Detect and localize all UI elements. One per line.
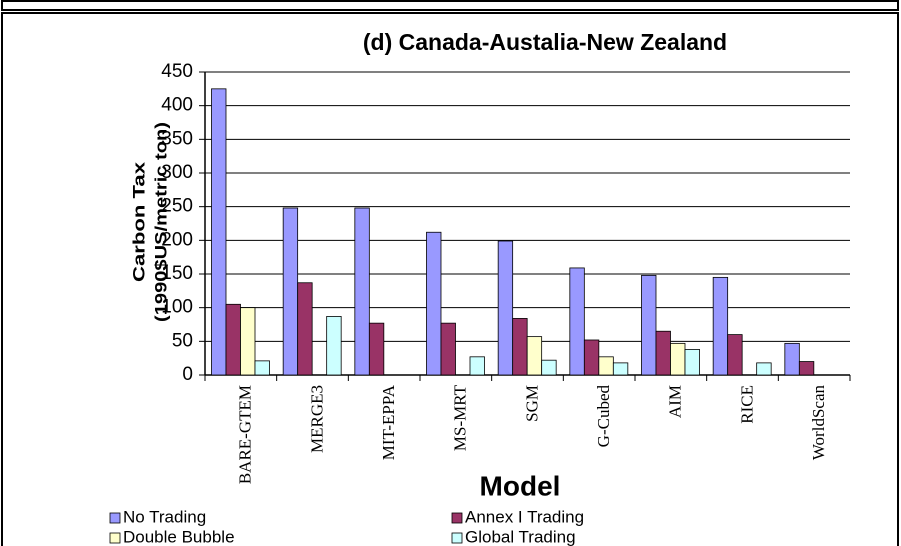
bar bbox=[368, 322, 385, 376]
x-tick-label: RICE bbox=[737, 385, 756, 424]
bar bbox=[612, 362, 629, 376]
bar bbox=[798, 361, 815, 376]
bar bbox=[297, 282, 313, 376]
x-axis-label: Model bbox=[480, 470, 561, 501]
bar bbox=[211, 88, 227, 376]
legend-swatch bbox=[451, 512, 463, 524]
legend-label: No Trading bbox=[123, 507, 206, 526]
legend-swatch bbox=[109, 532, 121, 544]
bar bbox=[440, 322, 456, 376]
bar bbox=[426, 231, 442, 376]
legend-swatch bbox=[109, 512, 121, 524]
bar bbox=[727, 334, 743, 376]
bar bbox=[526, 336, 543, 376]
bar bbox=[512, 318, 528, 376]
x-tick-label: AIM bbox=[666, 385, 685, 418]
y-tick-label: 150 bbox=[161, 263, 193, 284]
y-tick-label: 0 bbox=[182, 364, 193, 385]
bar bbox=[225, 303, 241, 376]
bar bbox=[712, 276, 729, 376]
bar bbox=[541, 359, 557, 376]
bar bbox=[583, 339, 600, 376]
x-tick-label: MIT-EPPA bbox=[379, 384, 398, 460]
legend-label: Annex I Trading bbox=[465, 507, 584, 526]
bar bbox=[282, 207, 299, 376]
bar bbox=[240, 307, 256, 376]
y-tick-label: 100 bbox=[161, 297, 193, 318]
legend-label: Double Bubble bbox=[123, 527, 235, 546]
bar bbox=[254, 360, 270, 376]
x-tick-label: MS-MRT bbox=[451, 384, 470, 451]
chart-frame bbox=[1, 12, 899, 546]
x-tick-label: WorldScan bbox=[809, 385, 828, 461]
bar bbox=[469, 356, 485, 376]
x-tick-label: MERGE3 bbox=[307, 385, 326, 453]
bar bbox=[354, 207, 370, 376]
legend-swatch bbox=[451, 532, 463, 544]
bar bbox=[326, 316, 342, 376]
y-tick-label: 50 bbox=[172, 330, 193, 351]
bar bbox=[684, 349, 700, 376]
y-tick-label: 350 bbox=[161, 128, 193, 149]
top-frame bbox=[1, 0, 899, 11]
x-tick-label: G-Cubed bbox=[594, 385, 613, 448]
bar bbox=[670, 342, 686, 376]
chart-title: (d) Canada-Austalia-New Zealand bbox=[363, 29, 727, 55]
bar bbox=[497, 240, 514, 376]
y-axis-label: (1990$US/metric ton) bbox=[151, 122, 170, 322]
y-tick-label: 400 bbox=[161, 95, 193, 116]
bar bbox=[598, 356, 614, 376]
y-tick-label: 450 bbox=[161, 61, 193, 82]
bar bbox=[641, 274, 657, 376]
x-tick-label: SGM bbox=[522, 385, 541, 422]
bar bbox=[655, 330, 671, 376]
legend-label: Global Trading bbox=[465, 527, 576, 546]
y-tick-label: 300 bbox=[161, 162, 193, 183]
bar bbox=[756, 362, 772, 376]
y-tick-label: 250 bbox=[161, 196, 193, 217]
y-axis-label: Carbon Tax bbox=[129, 161, 148, 282]
y-tick-label: 200 bbox=[161, 229, 193, 250]
bar bbox=[569, 267, 585, 376]
bar bbox=[784, 342, 800, 376]
x-tick-label: BARE-GTEM bbox=[236, 385, 255, 484]
